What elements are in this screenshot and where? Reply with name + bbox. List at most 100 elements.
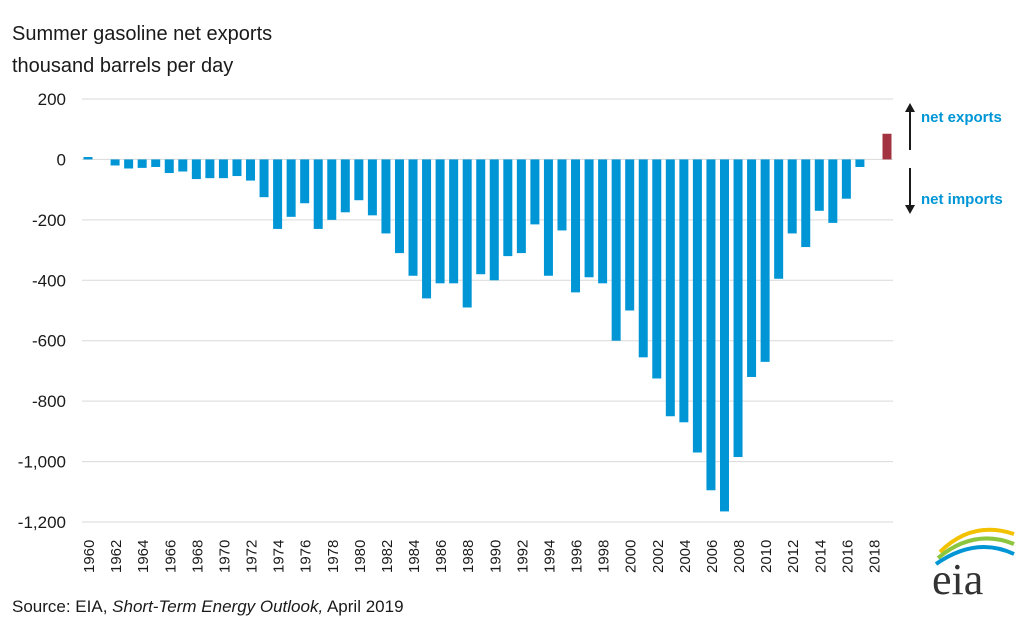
x-tick-label: 1982 [379,540,396,573]
y-tick-label: 0 [57,150,66,169]
bar-2003 [665,159,675,417]
bars [83,133,892,512]
x-tick-label: 1998 [596,540,613,573]
x-tick-label: 1966 [162,540,179,573]
bar-1983 [394,159,404,254]
bar-1989 [476,159,486,275]
x-tick-label: 1978 [325,540,342,573]
bar-2002 [652,159,662,379]
source-note: Source: EIA, Short-Term Energy Outlook, … [12,597,404,617]
bar-1982 [381,159,391,234]
bar-1975 [286,159,296,217]
y-tick-label: 200 [38,90,66,109]
x-tick-label: 1962 [108,540,125,573]
annotation-net-exports: net exports [905,109,1025,127]
bar-2006 [706,159,716,491]
y-tick-label: -1,000 [18,453,66,472]
bar-2008 [733,159,743,458]
bar-1984 [408,159,418,276]
x-tick-label: 1970 [216,540,233,573]
annotation-net-imports: net imports [905,191,1025,209]
up-arrowhead-icon [905,103,915,112]
x-tick-label: 2012 [785,540,802,573]
net-imports-label: net imports [921,191,1003,208]
bar-2005 [692,159,702,453]
bar-1991 [503,159,513,257]
eia-logo-icon: eia [932,527,1015,604]
x-tick-label: 2010 [758,540,775,573]
bar-2014 [814,159,824,211]
bar-1976 [300,159,310,204]
chart-subtitle: thousand barrels per day [12,55,234,77]
bar-1966 [164,159,174,174]
x-tick-label: 2014 [812,540,829,573]
net-exports-label: net exports [921,109,1002,126]
x-tick-label: 1972 [244,540,261,573]
bar-1993 [530,159,540,225]
x-axis-labels: 1960 1962 1964 1966 1968 1970 1972 1974 1976 1978… [81,540,883,573]
bar-2016 [841,159,851,199]
eia-logo: eia [922,522,1018,604]
bar-2011 [774,159,784,279]
x-tick-label: 2004 [677,540,694,573]
annotation-arrows [905,103,915,214]
bar-2010 [760,159,770,362]
bar-1994 [543,159,553,276]
x-tick-label: 2016 [839,540,856,573]
bar-1997 [584,159,594,278]
bar-1979 [340,159,350,213]
x-tick-label: 2000 [623,540,640,573]
x-tick-label: 1992 [514,540,531,573]
down-arrowhead-icon [905,205,915,214]
x-tick-label: 1964 [135,540,152,573]
source-suffix: April 2019 [323,597,404,616]
bar-1980 [354,159,364,201]
bar-1960 [83,157,93,160]
bar-2015 [828,159,838,223]
bar-2001 [638,159,648,358]
bar-2009 [747,159,757,377]
x-tick-label: 1960 [81,540,98,573]
x-tick-label: 1990 [487,540,504,573]
y-tick-label: -600 [32,332,66,351]
bar-1998 [598,159,608,284]
bar-1964 [137,159,147,168]
x-tick-label: 2006 [704,540,721,573]
chart-title: Summer gasoline net exports thousand bar… [12,18,272,82]
x-tick-label: 1968 [189,540,206,573]
bar-1965 [151,159,161,167]
bar-1999 [611,159,621,341]
x-tick-label: 2008 [731,540,748,573]
x-tick-label: 1996 [569,540,586,573]
bar-2007 [719,159,729,512]
y-axis-labels: 200 0 -200 -400 -600 -800 -1,000 -1,200 [18,90,66,532]
bar-1978 [327,159,337,220]
bar-1967 [178,159,188,172]
y-tick-label: -400 [32,271,66,290]
bar-2004 [679,159,689,423]
bar-1988 [462,159,472,308]
source-publication: Short-Term Energy Outlook, [112,597,324,616]
bar-1969 [205,159,215,179]
x-tick-label: 2002 [650,540,667,573]
bar-1963 [124,159,134,169]
x-tick-label: 1984 [406,540,423,573]
eia-logo-text: eia [932,555,983,602]
x-tick-label: 2018 [866,540,883,573]
bar-1992 [516,159,526,254]
bar-2013 [801,159,811,248]
bar-2019 [882,133,892,160]
bar-1972 [246,159,256,181]
bar-2000 [625,159,635,311]
bar-1973 [259,159,269,198]
x-tick-label: 1974 [271,540,288,573]
bar-1990 [489,159,499,281]
bar-1971 [232,159,242,177]
bar-2012 [787,159,797,234]
x-tick-label: 1986 [433,540,450,573]
x-tick-label: 1988 [460,540,477,573]
x-tick-label: 1994 [541,540,558,573]
bar-1986 [435,159,445,284]
bar-1962 [110,159,120,166]
